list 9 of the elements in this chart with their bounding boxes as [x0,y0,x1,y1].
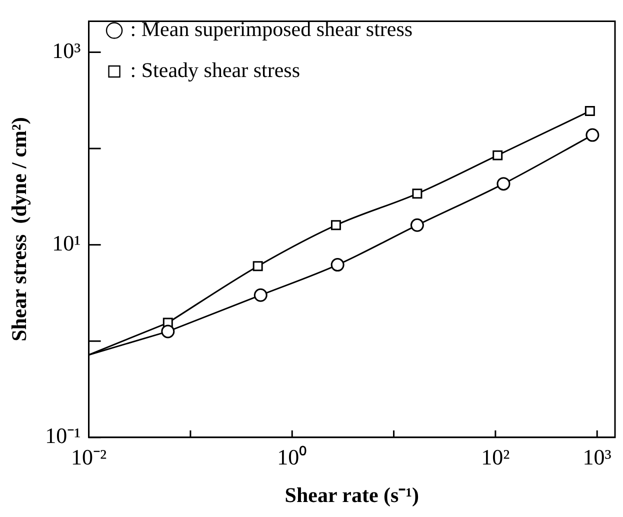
y-axis-title: Shear stress (dyne / cm²) [7,117,32,342]
y-tick-label: 10³ [52,38,82,64]
y-tick-label: 10¹ [52,230,81,256]
x-tick-label: 10² [481,444,510,470]
x-tick-label: 10³ [582,444,612,470]
x-axis-title: Shear rate (s⁻¹) [284,482,420,507]
legend-label: : Mean superimposed shear stress [130,17,413,42]
x-tick-label: 10⁰ [277,444,308,470]
legend-label: : Steady shear stress [130,58,300,82]
